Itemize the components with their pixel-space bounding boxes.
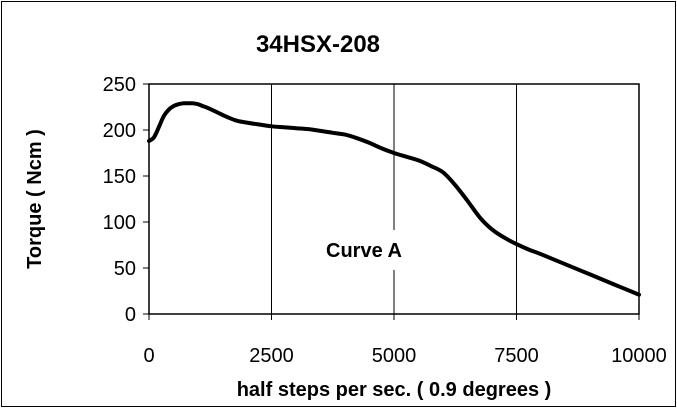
x-tick-label-10000: 10000 [611, 345, 667, 367]
curve-label: Curve A [326, 240, 402, 262]
y-tick-label-150: 150 [103, 166, 136, 188]
y-axis-label: Torque ( Ncm ) [24, 129, 46, 269]
y-tick-label-0: 0 [125, 304, 136, 326]
vertical-gridlines [271, 84, 517, 314]
y-tick-label-100: 100 [103, 212, 136, 234]
torque-curve [147, 101, 641, 297]
x-tick-marks [148, 314, 640, 320]
x-tick-label-0: 0 [143, 345, 154, 367]
curve-label-background [292, 230, 434, 270]
y-tick-labels: 0 50 100 150 200 250 [103, 74, 136, 326]
x-tick-label-7500: 7500 [494, 345, 539, 367]
x-tick-labels: 0 2500 5000 7500 10000 [143, 345, 666, 367]
chart-title: 34HSX-208 [256, 31, 380, 58]
x-tick-label-2500: 2500 [249, 345, 294, 367]
y-tick-label-50: 50 [114, 258, 136, 280]
x-tick-label-5000: 5000 [372, 345, 417, 367]
x-axis-label: half steps per sec. ( 0.9 degrees ) [237, 379, 552, 401]
y-tick-marks [143, 83, 149, 315]
y-tick-label-250: 250 [103, 74, 136, 96]
y-tick-label-200: 200 [103, 120, 136, 142]
